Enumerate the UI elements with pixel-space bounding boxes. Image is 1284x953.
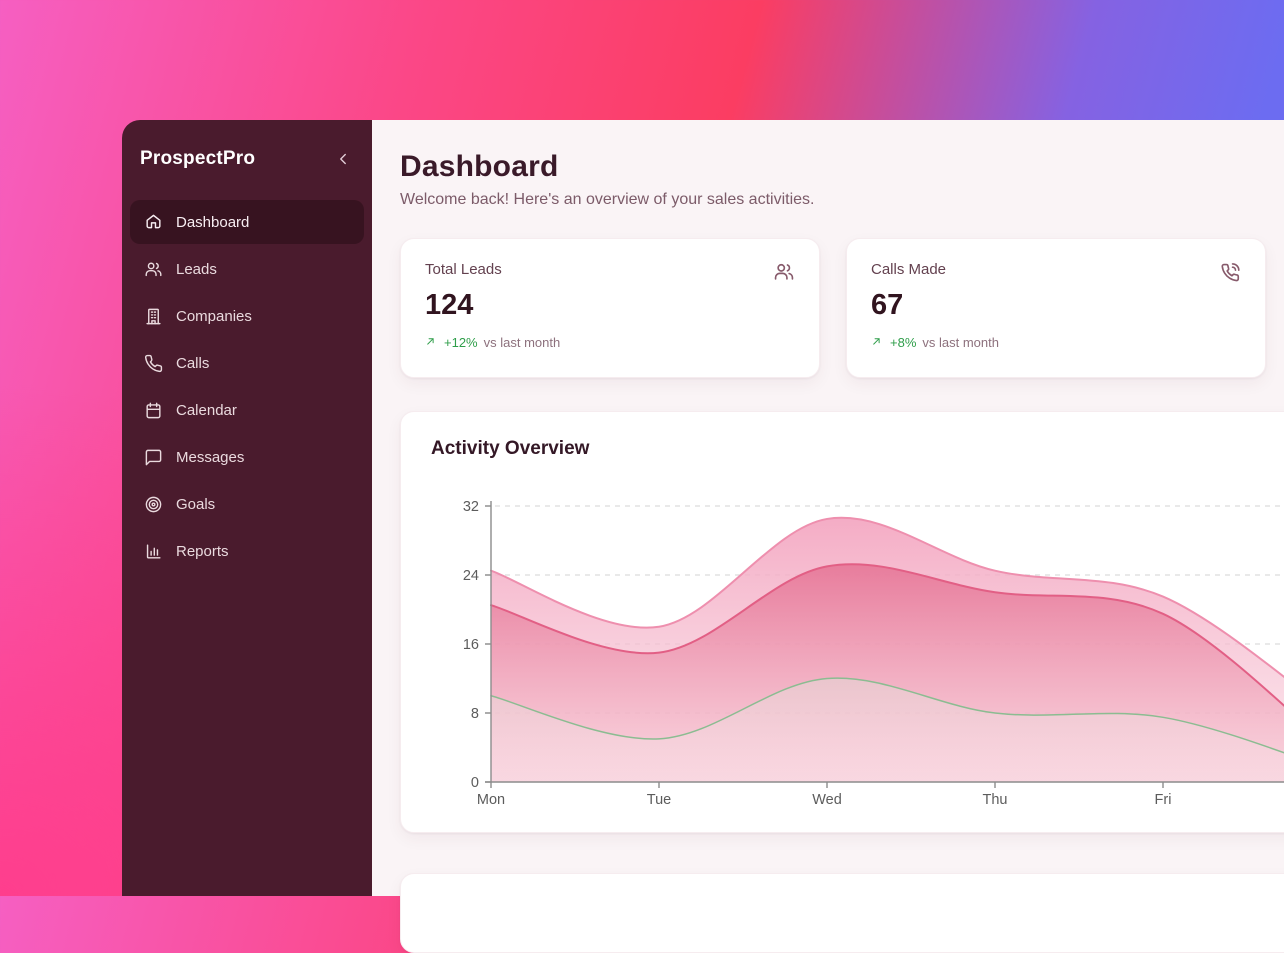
svg-text:Thu: Thu	[983, 792, 1008, 808]
stats-row: Total Leads 124 +12% vs last month Calls…	[400, 238, 1284, 378]
sidebar-item-calls[interactable]: Calls	[130, 341, 364, 385]
app-logo-text: ProspectPro	[140, 148, 256, 169]
sidebar-item-goals[interactable]: Goals	[130, 482, 364, 526]
delta-value: +8%	[890, 335, 917, 350]
stat-label: Total Leads	[425, 261, 502, 278]
page-title: Dashboard	[400, 150, 559, 183]
sidebar-item-label: Reports	[176, 542, 229, 560]
message-icon	[144, 448, 163, 467]
stat-card-total-leads: Total Leads 124 +12% vs last month	[400, 238, 820, 378]
activity-overview-card: Activity Overview 0 8 16 24 32 Mon Tue Wed Thu Fr…	[400, 411, 1284, 833]
sidebar-item-calendar[interactable]: Calendar	[130, 388, 364, 432]
sidebar-item-reports[interactable]: Reports	[130, 529, 364, 573]
sidebar-item-label: Leads	[176, 260, 217, 278]
sidebar-item-label: Dashboard	[176, 213, 250, 231]
svg-text:Tue: Tue	[647, 792, 671, 808]
stat-card-header: Total Leads	[425, 261, 795, 283]
stat-value: 124	[425, 289, 474, 321]
svg-text:Fri: Fri	[1155, 792, 1172, 808]
sidebar-item-messages[interactable]: Messages	[130, 435, 364, 479]
sidebar-header: ProspectPro	[122, 120, 372, 200]
users-icon	[773, 261, 795, 283]
sidebar: ProspectPro Dashboard Leads Companies Calls…	[122, 120, 372, 896]
home-icon	[144, 213, 163, 232]
chart-title: Activity Overview	[431, 438, 590, 459]
sidebar-item-label: Companies	[176, 307, 252, 325]
delta-suffix: vs last month	[922, 335, 999, 350]
delta-suffix: vs last month	[483, 335, 561, 350]
svg-text:Wed: Wed	[812, 792, 842, 808]
sidebar-nav: Dashboard Leads Companies Calls Calendar Mess…	[122, 200, 372, 576]
svg-text:32: 32	[463, 499, 479, 515]
app-window: ProspectPro Dashboard Leads Companies Calls…	[122, 120, 1284, 953]
stat-delta: +12% vs last month	[425, 335, 795, 350]
calendar-icon	[144, 401, 163, 420]
bottom-card-partial	[400, 873, 1284, 953]
sidebar-item-label: Messages	[176, 448, 245, 466]
sidebar-item-label: Calls	[176, 354, 210, 372]
svg-text:Mon: Mon	[477, 792, 505, 808]
svg-text:8: 8	[471, 706, 479, 722]
sidebar-collapse-button[interactable]	[334, 150, 352, 168]
sidebar-item-label: Calendar	[176, 401, 237, 419]
trend-up-icon	[871, 336, 884, 349]
stat-card-calls-made: Calls Made 67 +8% vs last month	[846, 238, 1266, 378]
stat-value: 67	[871, 289, 904, 321]
activity-chart: 0 8 16 24 32 Mon Tue Wed Thu Fri	[401, 494, 1284, 814]
trend-up-icon	[425, 336, 438, 349]
main-content: Dashboard Welcome back! Here's an overvi…	[372, 120, 1284, 953]
stat-label: Calls Made	[871, 261, 947, 278]
page-subtitle: Welcome back! Here's an overview of your…	[400, 191, 815, 208]
sidebar-item-leads[interactable]: Leads	[130, 247, 364, 291]
svg-text:0: 0	[471, 775, 479, 791]
users-icon	[144, 260, 163, 279]
chart-icon	[144, 542, 163, 561]
stat-card-header: Calls Made	[871, 261, 1241, 283]
building-icon	[144, 307, 163, 326]
svg-text:24: 24	[463, 568, 479, 584]
target-icon	[144, 495, 163, 514]
delta-value: +12%	[444, 335, 478, 350]
sidebar-item-dashboard[interactable]: Dashboard	[130, 200, 364, 244]
stat-delta: +8% vs last month	[871, 335, 1241, 350]
svg-text:16: 16	[463, 637, 479, 653]
sidebar-item-companies[interactable]: Companies	[130, 294, 364, 338]
chevron-left-icon	[334, 150, 352, 168]
phone-icon	[144, 354, 163, 373]
phone-call-icon	[1219, 261, 1241, 283]
sidebar-item-label: Goals	[176, 495, 216, 513]
